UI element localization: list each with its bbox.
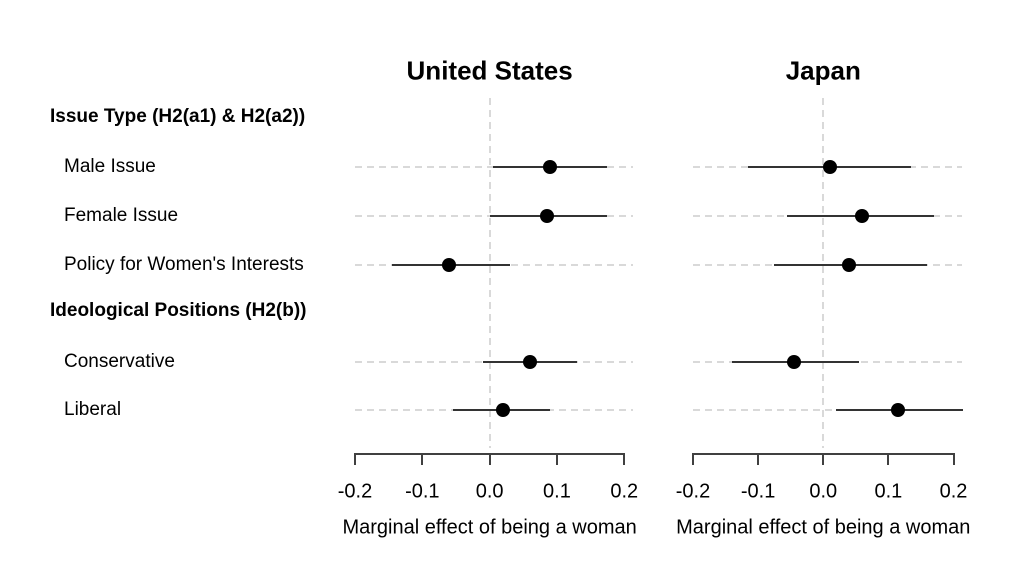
point-estimate-dot: [822, 160, 837, 174]
x-axis-tick: [822, 453, 825, 465]
group-header-label: Ideological Positions (H2(b)): [50, 300, 307, 321]
zero-reference-line: [488, 98, 491, 448]
point-estimate-dot: [891, 403, 906, 417]
x-axis-tick-label: 0.1: [874, 480, 903, 503]
point-estimate-dot: [855, 209, 870, 223]
x-axis-tick: [488, 453, 491, 465]
row-label: Policy for Women's Interests: [64, 254, 304, 275]
point-estimate-dot: [543, 160, 558, 174]
x-axis-tick: [354, 453, 356, 465]
x-axis-tick: [555, 453, 558, 465]
x-axis-tick-label: 0.2: [939, 480, 968, 503]
x-axis-tick: [623, 453, 626, 465]
point-estimate-dot: [539, 209, 554, 223]
x-axis-tick-label: 0.0: [809, 480, 838, 503]
x-axis-tick-label: -0.1: [740, 480, 776, 503]
x-axis-tick-label: 0.1: [543, 480, 571, 503]
panel-title: United States: [406, 55, 573, 86]
point-estimate-dot: [523, 355, 537, 369]
row-gridline: [693, 409, 962, 411]
point-estimate-dot: [786, 355, 801, 369]
point-estimate-dot: [842, 258, 857, 272]
x-axis-tick-label: -0.1: [405, 480, 440, 503]
x-axis-tick: [692, 453, 694, 465]
row-label: Male Issue: [64, 156, 156, 177]
zero-reference-line: [822, 98, 825, 448]
row-label: Conservative: [64, 351, 175, 372]
x-axis-tick-label: 0.2: [610, 480, 639, 503]
row-label: Liberal: [64, 399, 122, 420]
x-axis-tick: [421, 453, 424, 465]
x-axis-caption: Marginal effect of being a woman: [342, 516, 637, 539]
x-axis-tick: [887, 453, 890, 465]
x-axis-tick: [952, 453, 955, 465]
x-axis-tick-label: 0.0: [475, 480, 504, 503]
x-axis-tick-label: -0.2: [337, 480, 373, 503]
point-estimate-dot: [496, 403, 511, 417]
x-axis-tick-label: -0.2: [675, 480, 711, 503]
x-axis-tick: [757, 453, 760, 465]
panel-title: Japan: [785, 55, 861, 86]
point-estimate-dot: [442, 258, 457, 272]
row-label: Female Issue: [64, 205, 179, 226]
group-header-label: Issue Type (H2(a1) & H2(a2)): [50, 106, 306, 127]
x-axis-caption: Marginal effect of being a woman: [676, 516, 971, 539]
